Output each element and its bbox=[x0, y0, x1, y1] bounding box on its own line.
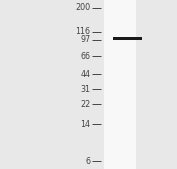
Text: 116: 116 bbox=[75, 27, 90, 36]
Bar bbox=[113, 37, 142, 40]
Text: 14: 14 bbox=[80, 119, 90, 129]
Bar bbox=[104, 0, 136, 169]
Text: 66: 66 bbox=[80, 52, 90, 61]
Text: 44: 44 bbox=[80, 70, 90, 79]
Text: 22: 22 bbox=[80, 100, 90, 109]
Text: 6: 6 bbox=[85, 156, 90, 166]
Text: 97: 97 bbox=[80, 35, 90, 44]
Text: 31: 31 bbox=[80, 85, 90, 94]
Text: 200: 200 bbox=[75, 3, 90, 13]
